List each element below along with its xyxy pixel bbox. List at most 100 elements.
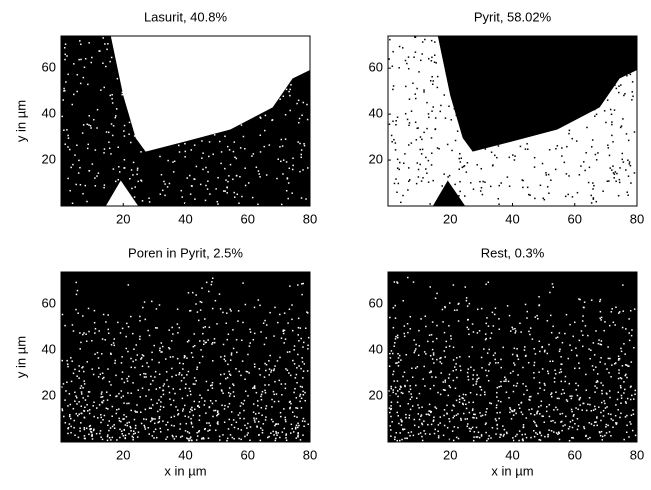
speckle bbox=[132, 360, 134, 363]
speckle bbox=[496, 427, 499, 430]
speckle bbox=[276, 177, 278, 180]
speckle bbox=[553, 431, 555, 433]
speckle bbox=[121, 356, 123, 358]
speckle bbox=[154, 418, 156, 420]
speckle bbox=[533, 156, 536, 159]
speckle bbox=[585, 389, 587, 391]
speckle bbox=[470, 37, 473, 39]
speckle bbox=[446, 404, 448, 407]
speckle bbox=[631, 81, 634, 83]
speckle bbox=[284, 418, 287, 421]
speckle bbox=[396, 439, 399, 442]
speckle bbox=[259, 151, 262, 153]
speckle bbox=[159, 408, 161, 411]
speckle bbox=[277, 423, 280, 425]
speckle bbox=[538, 371, 540, 373]
speckle bbox=[546, 186, 549, 188]
speckle bbox=[525, 417, 528, 419]
speckle bbox=[135, 344, 138, 346]
speckle bbox=[522, 424, 525, 426]
speckle bbox=[284, 113, 287, 116]
speckle bbox=[159, 349, 161, 352]
speckle bbox=[202, 326, 205, 329]
speckle bbox=[176, 308, 179, 310]
speckle bbox=[283, 408, 285, 410]
speckle bbox=[554, 90, 557, 93]
speckle bbox=[552, 360, 554, 362]
speckle bbox=[607, 357, 610, 360]
speckle bbox=[540, 434, 543, 437]
speckle bbox=[115, 108, 118, 110]
speckle bbox=[549, 43, 551, 46]
speckle bbox=[303, 425, 305, 427]
speckle bbox=[88, 115, 91, 117]
speckle bbox=[99, 430, 102, 432]
speckle bbox=[614, 362, 617, 364]
speckle bbox=[500, 358, 502, 361]
speckle bbox=[487, 281, 490, 283]
speckle bbox=[424, 38, 426, 41]
speckle bbox=[512, 439, 515, 442]
speckle bbox=[132, 332, 134, 335]
speckle bbox=[172, 435, 174, 438]
speckle bbox=[435, 62, 437, 64]
speckle bbox=[116, 395, 118, 397]
speckle bbox=[213, 409, 215, 412]
speckle bbox=[208, 117, 210, 120]
speckle bbox=[100, 89, 102, 91]
speckle bbox=[282, 95, 285, 97]
speckle bbox=[422, 177, 424, 179]
speckle bbox=[612, 172, 615, 174]
speckle bbox=[577, 104, 580, 106]
speckle bbox=[160, 173, 163, 176]
speckle bbox=[600, 382, 602, 384]
speckle bbox=[285, 433, 288, 435]
speckle bbox=[528, 408, 530, 411]
speckle bbox=[495, 419, 498, 422]
speckle bbox=[500, 134, 502, 136]
speckle bbox=[527, 361, 530, 364]
speckle bbox=[589, 357, 591, 360]
speckle bbox=[403, 325, 406, 327]
speckle bbox=[76, 375, 78, 377]
speckle bbox=[618, 372, 620, 374]
speckle bbox=[237, 310, 240, 312]
speckle bbox=[302, 341, 305, 344]
speckle bbox=[188, 387, 191, 390]
speckle bbox=[74, 400, 76, 402]
speckle bbox=[131, 124, 134, 126]
speckle bbox=[150, 116, 153, 118]
speckle bbox=[260, 398, 263, 401]
speckle bbox=[559, 368, 562, 371]
speckle bbox=[285, 437, 287, 439]
speckle bbox=[295, 397, 298, 399]
speckle bbox=[137, 431, 140, 433]
speckle bbox=[193, 377, 196, 379]
speckle bbox=[554, 421, 556, 424]
speckle bbox=[77, 172, 80, 174]
speckle bbox=[585, 373, 587, 376]
speckle bbox=[497, 145, 500, 147]
speckle bbox=[238, 370, 240, 373]
speckle bbox=[571, 70, 574, 73]
speckle bbox=[610, 311, 613, 313]
speckle bbox=[542, 197, 545, 200]
speckle bbox=[539, 184, 542, 187]
speckle bbox=[237, 320, 239, 322]
speckle bbox=[123, 381, 126, 384]
speckle bbox=[575, 347, 577, 349]
speckle bbox=[599, 300, 601, 303]
x-tick-label: 60 bbox=[241, 211, 255, 226]
speckle bbox=[463, 165, 466, 167]
speckle bbox=[459, 365, 461, 367]
speckle bbox=[404, 59, 407, 62]
speckle bbox=[216, 411, 219, 414]
phase-region bbox=[437, 36, 637, 152]
speckle bbox=[390, 134, 393, 137]
speckle bbox=[138, 81, 141, 84]
speckle bbox=[222, 343, 225, 346]
speckle bbox=[106, 439, 109, 442]
speckle bbox=[228, 387, 231, 389]
speckle bbox=[282, 71, 285, 74]
speckle bbox=[275, 423, 278, 425]
